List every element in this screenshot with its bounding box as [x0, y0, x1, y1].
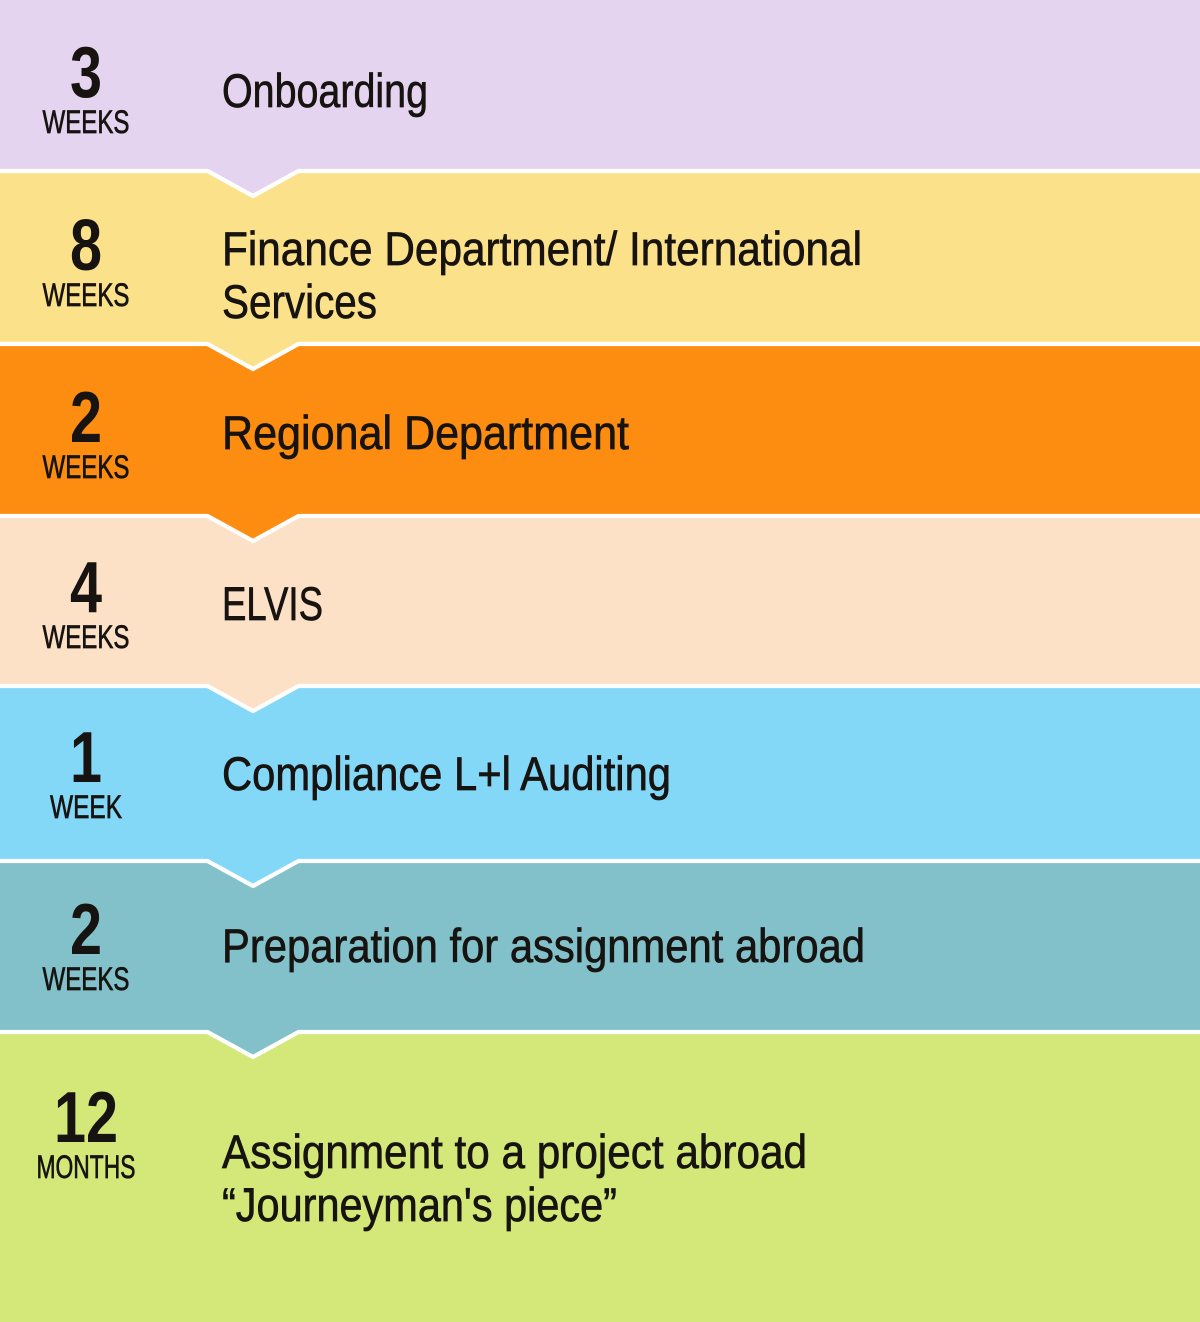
svg-text:WEEKS: WEEKS	[43, 961, 130, 997]
svg-text:WEEKS: WEEKS	[43, 104, 130, 140]
svg-text:ELVIS: ELVIS	[222, 577, 323, 630]
svg-text:2: 2	[70, 889, 102, 970]
svg-text:4: 4	[70, 547, 102, 628]
svg-text:Onboarding: Onboarding	[222, 64, 428, 117]
svg-text:Preparation for assignment abr: Preparation for assignment abroad	[222, 919, 865, 972]
svg-text:Regional Department: Regional Department	[222, 406, 629, 459]
svg-text:WEEKS: WEEKS	[43, 619, 130, 655]
svg-text:WEEKS: WEEKS	[43, 277, 130, 313]
svg-text:MONTHS: MONTHS	[37, 1149, 136, 1185]
svg-text:Services: Services	[222, 275, 377, 328]
svg-text:WEEKS: WEEKS	[43, 449, 130, 485]
svg-text:Finance Department/ Internatio: Finance Department/ International	[222, 222, 862, 275]
svg-text:8: 8	[70, 205, 102, 286]
svg-text:3: 3	[70, 32, 102, 113]
svg-text:WEEK: WEEK	[50, 789, 122, 825]
svg-text:12: 12	[54, 1077, 118, 1158]
svg-text:Assignment to a project abroad: Assignment to a project abroad	[222, 1125, 807, 1178]
svg-text:2: 2	[70, 377, 102, 458]
svg-text:1: 1	[70, 717, 102, 798]
svg-text:“Journeyman's piece”: “Journeyman's piece”	[222, 1178, 617, 1231]
svg-text:Compliance L+l Auditing: Compliance L+l Auditing	[222, 747, 671, 800]
